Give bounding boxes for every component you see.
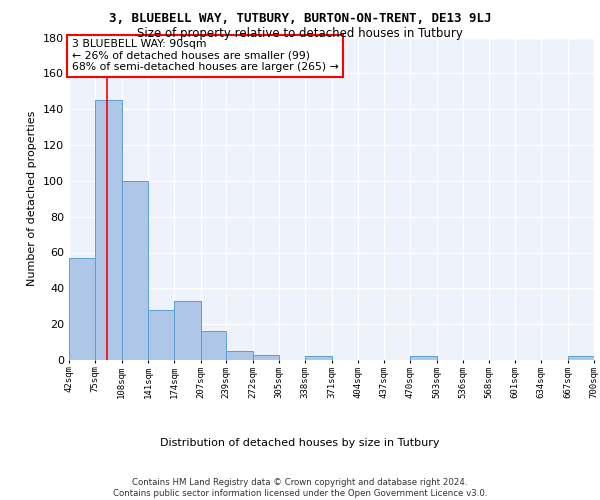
Text: Contains HM Land Registry data © Crown copyright and database right 2024.
Contai: Contains HM Land Registry data © Crown c… (113, 478, 487, 498)
Bar (95, 100, 122, 360)
Bar (122, 181, 148, 360)
Bar (148, 310, 175, 360)
Bar (305, 356, 331, 360)
Text: Distribution of detached houses by size in Tutbury: Distribution of detached houses by size … (160, 438, 440, 448)
Bar (69, 258, 95, 360)
Bar (568, 356, 594, 360)
Bar (226, 351, 253, 360)
Bar (410, 356, 437, 360)
Bar (175, 301, 200, 360)
Y-axis label: Number of detached properties: Number of detached properties (28, 111, 37, 286)
Text: 3 BLUEBELL WAY: 90sqm
← 26% of detached houses are smaller (99)
68% of semi-deta: 3 BLUEBELL WAY: 90sqm ← 26% of detached … (71, 39, 338, 72)
Text: Size of property relative to detached houses in Tutbury: Size of property relative to detached ho… (137, 28, 463, 40)
Text: 3, BLUEBELL WAY, TUTBURY, BURTON-ON-TRENT, DE13 9LJ: 3, BLUEBELL WAY, TUTBURY, BURTON-ON-TREN… (109, 12, 491, 26)
Bar (253, 354, 279, 360)
Bar (200, 332, 226, 360)
